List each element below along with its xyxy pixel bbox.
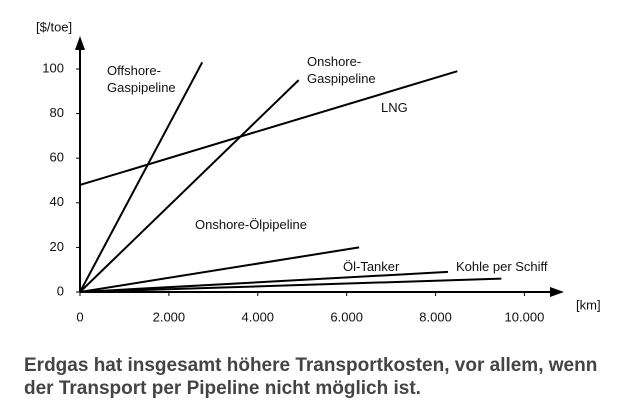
x-tick-label: 10.000 — [505, 309, 545, 324]
series-line — [79, 70, 458, 186]
y-axis-arrow — [75, 36, 85, 50]
x-tick-label: 2.000 — [153, 309, 186, 324]
series-label: Kohle per Schiff — [456, 259, 548, 274]
x-tick-label: 6.000 — [330, 309, 363, 324]
series-line — [79, 270, 449, 293]
series-line — [79, 61, 204, 293]
y-tick-label: 20 — [50, 239, 64, 254]
x-axis-arrow — [550, 287, 564, 297]
x-tick-label: 8.000 — [419, 309, 452, 324]
x-axis-label: [km] — [576, 297, 601, 312]
series-label: Onshore-Ölpipeline — [195, 217, 308, 232]
y-tick-label: 40 — [50, 194, 64, 209]
y-tick-label: 0 — [57, 283, 64, 298]
y-tick-label: 100 — [42, 60, 64, 75]
chart: [$/toe] [km] 0 20 40 60 80 100 0 2.000 4.000 6.00… — [36, 19, 601, 324]
x-tick-label: 0 — [76, 309, 83, 324]
series-label: Offshore-Gaspipeline — [107, 63, 176, 95]
y-axis-label: [$/toe] — [36, 19, 72, 34]
series-label: Öl-Tanker — [343, 259, 400, 274]
caption: Erdgas hat insgesamt höhere Transportkos… — [24, 355, 598, 399]
series-line — [79, 79, 300, 293]
series-label: Onshore-Gaspipeline — [307, 54, 376, 86]
y-tick-label: 60 — [50, 150, 64, 165]
y-tick-label: 80 — [50, 105, 64, 120]
series-line — [79, 246, 360, 293]
x-tick-label: 4.000 — [242, 309, 275, 324]
series-line — [79, 277, 502, 293]
series-label: LNG — [381, 100, 408, 115]
